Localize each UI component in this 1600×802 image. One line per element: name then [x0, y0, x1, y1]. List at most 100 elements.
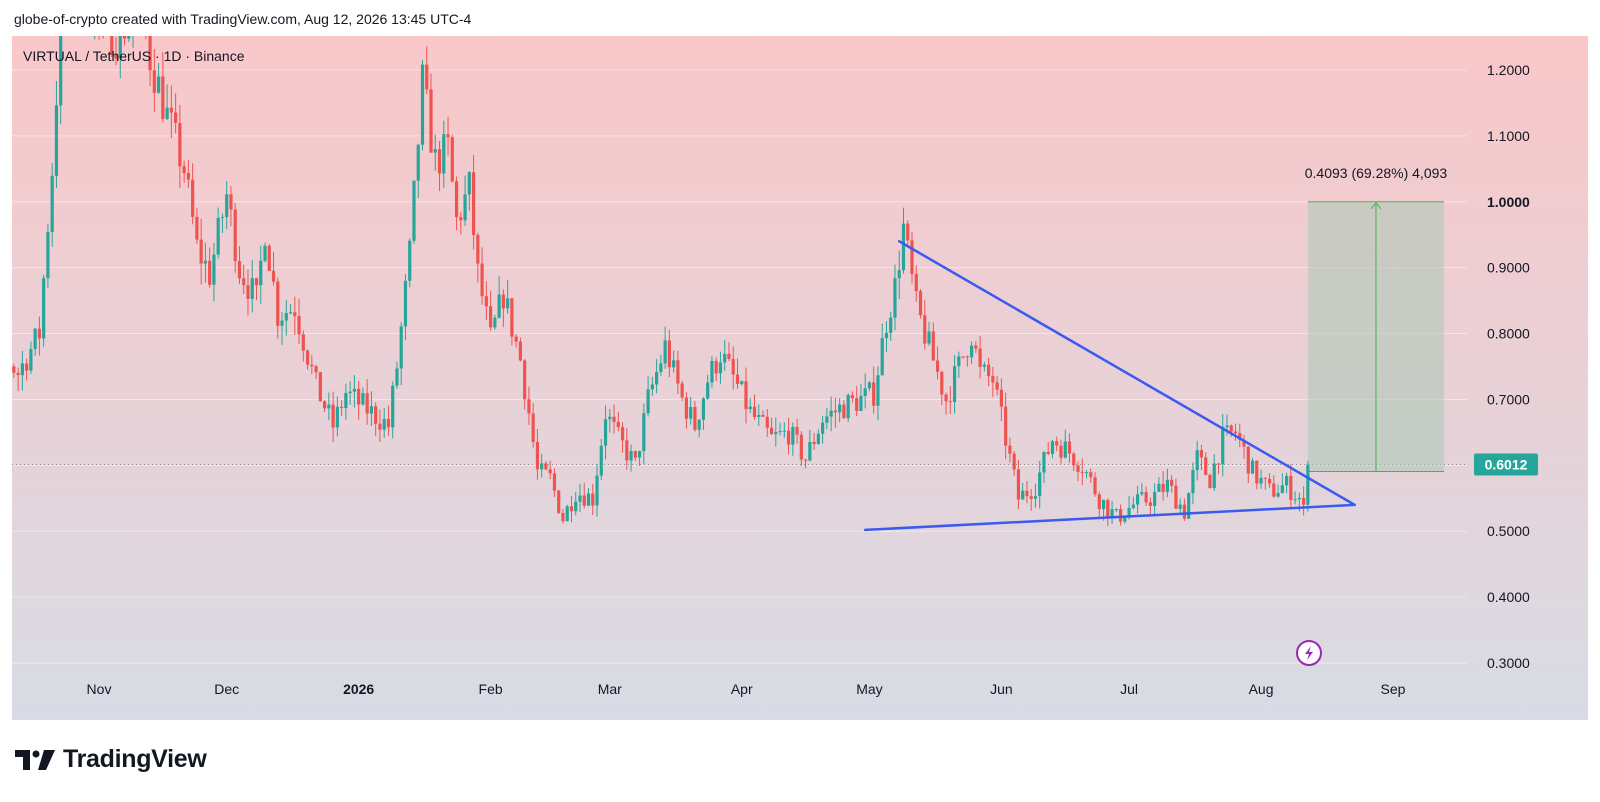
candle-body: [399, 326, 403, 369]
lightning-icon[interactable]: [1296, 640, 1322, 666]
candle-body: [948, 401, 952, 403]
candle-body: [918, 291, 923, 316]
candle-body: [199, 239, 203, 264]
candle-body: [620, 427, 625, 441]
candle-body: [1127, 507, 1131, 518]
candle-body: [803, 459, 808, 461]
candle-body: [761, 414, 765, 417]
x-tick-label: Apr: [731, 681, 753, 697]
candle-body: [935, 360, 940, 372]
candle-body: [1233, 431, 1238, 434]
candle-body: [1204, 457, 1208, 475]
candle-body: [484, 296, 488, 307]
candle-body: [727, 353, 731, 359]
candle-body: [467, 172, 471, 195]
candle-body: [872, 382, 876, 406]
candle-body: [846, 395, 850, 419]
candle-body: [50, 175, 54, 233]
candle-body: [12, 366, 16, 373]
candle-body: [1306, 464, 1310, 505]
candle-body: [403, 280, 408, 327]
candle-body: [629, 451, 633, 461]
candle-body: [1067, 441, 1072, 454]
candle-body: [842, 404, 846, 419]
candle-body: [914, 273, 918, 292]
candle-body: [118, 36, 122, 59]
candle-body: [54, 105, 59, 176]
candle-body: [471, 172, 476, 235]
candle-body: [148, 36, 152, 71]
measure-tool[interactable]: 0.4093 (69.28%) 4,093: [1305, 165, 1448, 472]
candle-body: [684, 397, 689, 419]
candle-body: [884, 332, 889, 339]
candle-body: [288, 312, 293, 314]
symbol-legend: VIRTUAL / TetherUS · 1D · Binance: [23, 48, 245, 64]
candle-body: [191, 179, 195, 217]
candle-body: [838, 404, 842, 413]
candle-body: [693, 407, 697, 430]
candle-body: [489, 306, 493, 328]
candle-body: [565, 506, 569, 522]
candle-body: [978, 348, 982, 367]
candle-body: [710, 360, 714, 383]
x-tick-label: Dec: [214, 681, 239, 697]
candle-body: [382, 418, 386, 430]
candle-body: [991, 376, 995, 383]
price-chart[interactable]: 0.4093 (69.28%) 4,093 1.2000 1.1000 1.0000…: [12, 36, 1588, 720]
candle-body: [1229, 425, 1233, 432]
candle-body: [378, 423, 382, 430]
candle-body: [582, 495, 586, 506]
candle-body: [952, 366, 957, 403]
candle-body: [178, 122, 182, 167]
candle-body: [225, 194, 229, 218]
candle-body: [646, 389, 650, 414]
candle-body: [1157, 483, 1161, 492]
candle-body: [114, 54, 118, 59]
tradingview-logo: TradingView: [15, 745, 207, 774]
candle-body: [493, 317, 497, 328]
candle-body: [574, 501, 578, 512]
candle-body: [731, 358, 735, 375]
candle-body: [1144, 492, 1148, 503]
candle-body: [1170, 479, 1174, 486]
candle-body: [174, 112, 178, 123]
candle-body: [1055, 441, 1059, 446]
candle-body: [497, 294, 501, 318]
candle-body: [450, 137, 454, 182]
candle-body: [527, 399, 531, 414]
candle-body: [637, 450, 642, 458]
candle-body: [974, 345, 978, 349]
candle-body: [927, 331, 931, 344]
y-tick-label: 0.3000: [1487, 655, 1530, 671]
candle-body: [463, 194, 467, 221]
candle-body: [1012, 453, 1016, 470]
candle-body: [386, 418, 391, 428]
x-tick-label: Aug: [1249, 681, 1274, 697]
candle-body: [25, 363, 29, 371]
trendline[interactable]: [897, 240, 1356, 507]
candle-body: [1093, 477, 1097, 495]
candle-body: [557, 490, 561, 513]
candle-body: [723, 353, 727, 363]
candle-body: [182, 166, 186, 174]
candle-body: [1046, 452, 1050, 454]
candle-body: [965, 356, 969, 358]
candle-body: [1136, 494, 1140, 505]
candle-body: [791, 426, 795, 445]
candle-body: [416, 144, 420, 181]
candle-body: [765, 416, 769, 428]
candle-body: [152, 70, 156, 93]
chart-area[interactable]: 0.4093 (69.28%) 4,093 1.2000 1.1000 1.0000…: [12, 36, 1588, 720]
trendlines[interactable]: [863, 240, 1356, 532]
trendline[interactable]: [863, 503, 1356, 532]
time-axis[interactable]: Nov Dec 2026 Feb Mar Apr May Jun Jul Aug Sep: [87, 681, 1406, 697]
candle-body: [1029, 496, 1033, 499]
candle-body: [608, 416, 612, 420]
candle-body: [1246, 446, 1250, 474]
candle-body: [676, 360, 680, 384]
y-tick-label: 1.1000: [1487, 128, 1530, 144]
candle-body: [1276, 493, 1280, 497]
price-axis[interactable]: 1.2000 1.1000 1.0000 0.9000 0.8000 0.7000 0.60…: [1474, 62, 1538, 671]
candle-body: [1297, 497, 1301, 500]
candle-body: [859, 395, 863, 411]
